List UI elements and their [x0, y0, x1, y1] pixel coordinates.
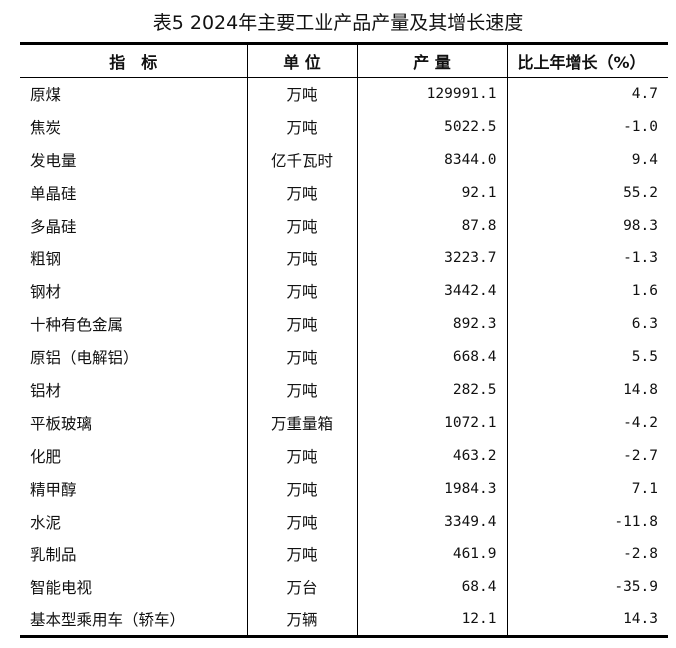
indicator-cell: 焦炭 — [30, 118, 62, 137]
output-cell: 3349.4 — [356, 505, 507, 538]
growth-cell: -35.9 — [506, 570, 668, 604]
header-indicator: 指 标 — [20, 42, 247, 78]
unit-cell: 万吨 — [246, 274, 357, 308]
unit-cell: 万吨 — [246, 110, 357, 144]
growth-cell: -1.3 — [506, 241, 668, 275]
table-row: 钢材 万吨 3442.4 1.6 — [20, 274, 668, 308]
industrial-output-table: 指 标 单 位 产 量 比上年增长（%） 原煤 万吨 129991.1 4.7 焦炭 万吨… — [20, 42, 668, 639]
unit-cell: 万吨 — [246, 472, 357, 506]
unit-cell: 万吨 — [246, 373, 357, 407]
table-row: 单晶硅 万吨 92.1 55.2 — [20, 176, 668, 210]
unit-cell: 万吨 — [246, 439, 357, 473]
growth-cell: -1.0 — [506, 110, 668, 144]
unit-cell: 万吨 — [246, 241, 357, 275]
output-cell: 282.5 — [356, 373, 507, 407]
indicator-cell: 单晶硅 — [30, 184, 77, 203]
table-header-row: 指 标 单 位 产 量 比上年增长（%） — [20, 42, 668, 78]
output-cell: 463.2 — [356, 439, 507, 473]
output-cell: 1984.3 — [356, 472, 507, 506]
growth-cell: 5.5 — [506, 340, 668, 374]
growth-cell: 98.3 — [506, 209, 668, 242]
indicator-cell: 铝材 — [30, 381, 62, 400]
output-cell: 68.4 — [356, 570, 507, 604]
table-row: 十种有色金属 万吨 892.3 6.3 — [20, 307, 668, 341]
output-cell: 1072.1 — [356, 406, 507, 440]
output-cell: 892.3 — [356, 307, 507, 341]
header-growth: 比上年增长（%） — [506, 42, 668, 78]
growth-cell: -4.2 — [506, 406, 668, 440]
indicator-cell: 原煤 — [30, 86, 62, 105]
unit-cell: 万吨 — [246, 176, 357, 210]
unit-cell: 万重量箱 — [246, 406, 357, 440]
unit-cell: 万吨 — [246, 505, 357, 538]
unit-cell: 万辆 — [246, 603, 357, 639]
table-row: 基本型乘用车（轿车） 万辆 12.1 14.3 — [20, 603, 668, 639]
table-row: 水泥 万吨 3349.4 -11.8 — [20, 505, 668, 538]
growth-cell: 9.4 — [506, 143, 668, 177]
growth-cell: 55.2 — [506, 176, 668, 210]
table-row: 平板玻璃 万重量箱 1072.1 -4.2 — [20, 406, 668, 440]
output-cell: 92.1 — [356, 176, 507, 210]
output-cell: 12.1 — [356, 603, 507, 639]
indicator-cell: 基本型乘用车（轿车） — [20, 603, 247, 639]
unit-cell: 亿千瓦时 — [246, 143, 357, 177]
growth-cell: -11.8 — [506, 505, 668, 538]
indicator-cell: 乳制品 — [30, 546, 77, 565]
output-cell: 461.9 — [356, 537, 507, 571]
unit-cell: 万吨 — [246, 307, 357, 341]
indicator-cell: 水泥 — [30, 513, 62, 532]
unit-cell: 万台 — [246, 570, 357, 604]
table-row: 智能电视 万台 68.4 -35.9 — [20, 570, 668, 604]
unit-cell: 万吨 — [246, 209, 357, 242]
growth-cell: 14.8 — [506, 373, 668, 407]
header-output: 产 量 — [356, 42, 507, 78]
indicator-cell: 原铝（电解铝） — [30, 349, 139, 368]
table-row: 发电量 亿千瓦时 8344.0 9.4 — [20, 143, 668, 177]
indicator-cell: 粗钢 — [30, 250, 62, 269]
table-row: 铝材 万吨 282.5 14.8 — [20, 373, 668, 407]
output-cell: 87.8 — [356, 209, 507, 242]
output-cell: 5022.5 — [356, 110, 507, 144]
output-cell: 3223.7 — [356, 241, 507, 275]
table-row: 多晶硅 万吨 87.8 98.3 — [20, 209, 668, 242]
output-cell: 129991.1 — [356, 77, 507, 111]
indicator-cell: 发电量 — [30, 151, 77, 170]
growth-cell: 14.3 — [506, 603, 668, 639]
unit-cell: 万吨 — [246, 340, 357, 374]
table-row: 原铝（电解铝） 万吨 668.4 5.5 — [20, 340, 668, 374]
indicator-cell: 多晶硅 — [30, 217, 77, 236]
growth-cell: 1.6 — [506, 274, 668, 308]
unit-cell: 万吨 — [246, 77, 357, 111]
output-cell: 8344.0 — [356, 143, 507, 177]
growth-cell: -2.7 — [506, 439, 668, 473]
output-cell: 668.4 — [356, 340, 507, 374]
growth-cell: -2.8 — [506, 537, 668, 571]
growth-cell: 4.7 — [506, 77, 668, 111]
table-row: 乳制品 万吨 461.9 -2.8 — [20, 537, 668, 571]
unit-cell: 万吨 — [246, 537, 357, 571]
indicator-cell: 平板玻璃 — [30, 414, 93, 433]
growth-cell: 7.1 — [506, 472, 668, 506]
table-title: 表5 2024年主要工业产品产量及其增长速度 — [152, 12, 524, 34]
table-row: 粗钢 万吨 3223.7 -1.3 — [20, 241, 668, 275]
indicator-cell: 智能电视 — [30, 579, 93, 598]
header-unit: 单 位 — [246, 42, 357, 78]
table-row: 化肥 万吨 463.2 -2.7 — [20, 439, 668, 473]
indicator-cell: 十种有色金属 — [30, 316, 124, 335]
indicator-cell: 化肥 — [30, 447, 62, 466]
indicator-cell: 钢材 — [30, 283, 62, 302]
growth-cell: 6.3 — [506, 307, 668, 341]
table-row: 焦炭 万吨 5022.5 -1.0 — [20, 110, 668, 144]
table-row: 精甲醇 万吨 1984.3 7.1 — [20, 472, 668, 506]
output-cell: 3442.4 — [356, 274, 507, 308]
table-row: 原煤 万吨 129991.1 4.7 — [20, 77, 668, 111]
indicator-cell: 精甲醇 — [30, 480, 77, 499]
